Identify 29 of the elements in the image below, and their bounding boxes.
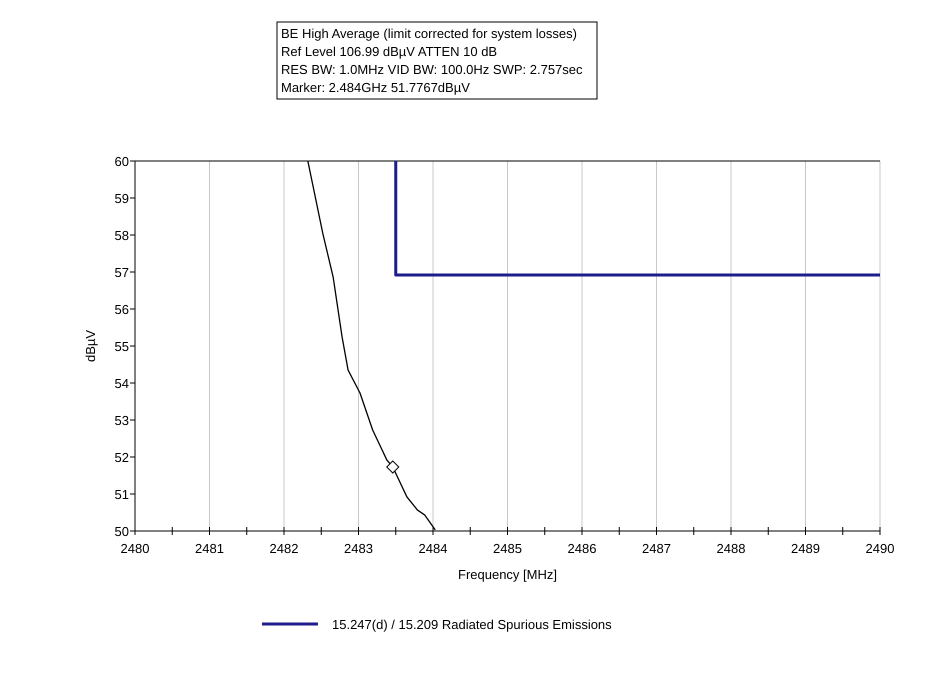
legend-label: 15.247(d) / 15.209 Radiated Spurious Emissions [332,617,612,632]
y-tick-label: 52 [114,450,129,465]
y-axis-title: dBµV [83,330,98,362]
x-tick-label: 2488 [716,541,746,556]
text: RES BW: 1.0MHz VID BW: 100.0Hz SWP: 2.757sec [281,62,584,77]
y-tick-label: 58 [114,228,129,243]
x-axis-title: Frequency [MHz] [458,567,557,582]
x-tick-label: 2487 [642,541,671,556]
x-tick-label: 2484 [418,541,448,556]
x-tick-label: 2483 [344,541,373,556]
x-tick-label: 2490 [866,541,894,556]
y-tick-label: 60 [114,154,129,169]
text: Marker: 2.484GHz 51.7767dBµV [281,80,470,95]
y-tick-label: 54 [114,376,129,391]
y-tick-label: 56 [114,302,129,317]
x-tick-label: 2489 [791,541,820,556]
y-tick-label: 59 [114,191,129,206]
y-tick-label: 55 [114,339,129,354]
y-tick-label: 53 [114,413,129,428]
chart-title: BE High Average (limit corrected for system losses) [281,26,577,41]
x-tick-label: 2482 [270,541,298,556]
y-tick-label: 50 [114,524,129,539]
x-tick-label: 2486 [568,541,596,556]
x-tick-label: 2485 [493,541,522,556]
text: Ref Level 106.99 dBµV ATTEN 10 dB [281,44,498,59]
x-tick-label: 2481 [195,541,224,556]
y-tick-label: 51 [114,487,129,502]
x-tick-label: 2480 [120,541,150,556]
y-tick-label: 57 [114,265,129,280]
